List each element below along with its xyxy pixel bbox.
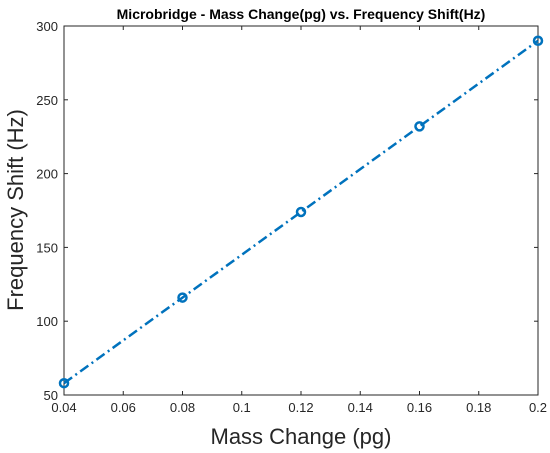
- y-axis: 50 100 150 200 250 300: [36, 19, 538, 403]
- y-tick-label: 100: [36, 314, 58, 329]
- x-tick-label: 0.16: [407, 400, 432, 415]
- data-point-marker: [532, 35, 544, 47]
- x-axis: 0.04 0.06 0.08 0.1 0.12 0.14 0.16 0.18 0.2: [51, 26, 547, 415]
- x-tick-label: 0.14: [348, 400, 373, 415]
- series-layer: [58, 35, 544, 389]
- x-axis-label: Mass Change (pg): [211, 424, 392, 449]
- series-line: [63, 39, 539, 385]
- y-tick-label: 250: [36, 93, 58, 108]
- y-axis-label: Frequency Shift (Hz): [3, 109, 28, 311]
- x-tick-label: 0.04: [51, 400, 76, 415]
- x-tick-label: 0.12: [288, 400, 313, 415]
- data-point-marker: [177, 292, 188, 303]
- y-tick-label: 300: [36, 19, 58, 34]
- x-tick-label: 0.1: [233, 400, 251, 415]
- y-tick-label: 150: [36, 240, 58, 255]
- x-tick-label: 0.2: [529, 400, 547, 415]
- y-tick-label: 200: [36, 167, 58, 182]
- data-point-marker: [295, 206, 307, 218]
- data-point-marker: [58, 377, 70, 389]
- x-tick-label: 0.18: [466, 400, 491, 415]
- data-point-marker: [414, 121, 425, 132]
- x-tick-label: 0.06: [111, 400, 136, 415]
- chart-title: Microbridge - Mass Change(pg) vs. Freque…: [117, 6, 486, 22]
- x-tick-label: 0.08: [170, 400, 195, 415]
- plot-area: [63, 25, 539, 396]
- y-tick-label: 50: [44, 388, 58, 403]
